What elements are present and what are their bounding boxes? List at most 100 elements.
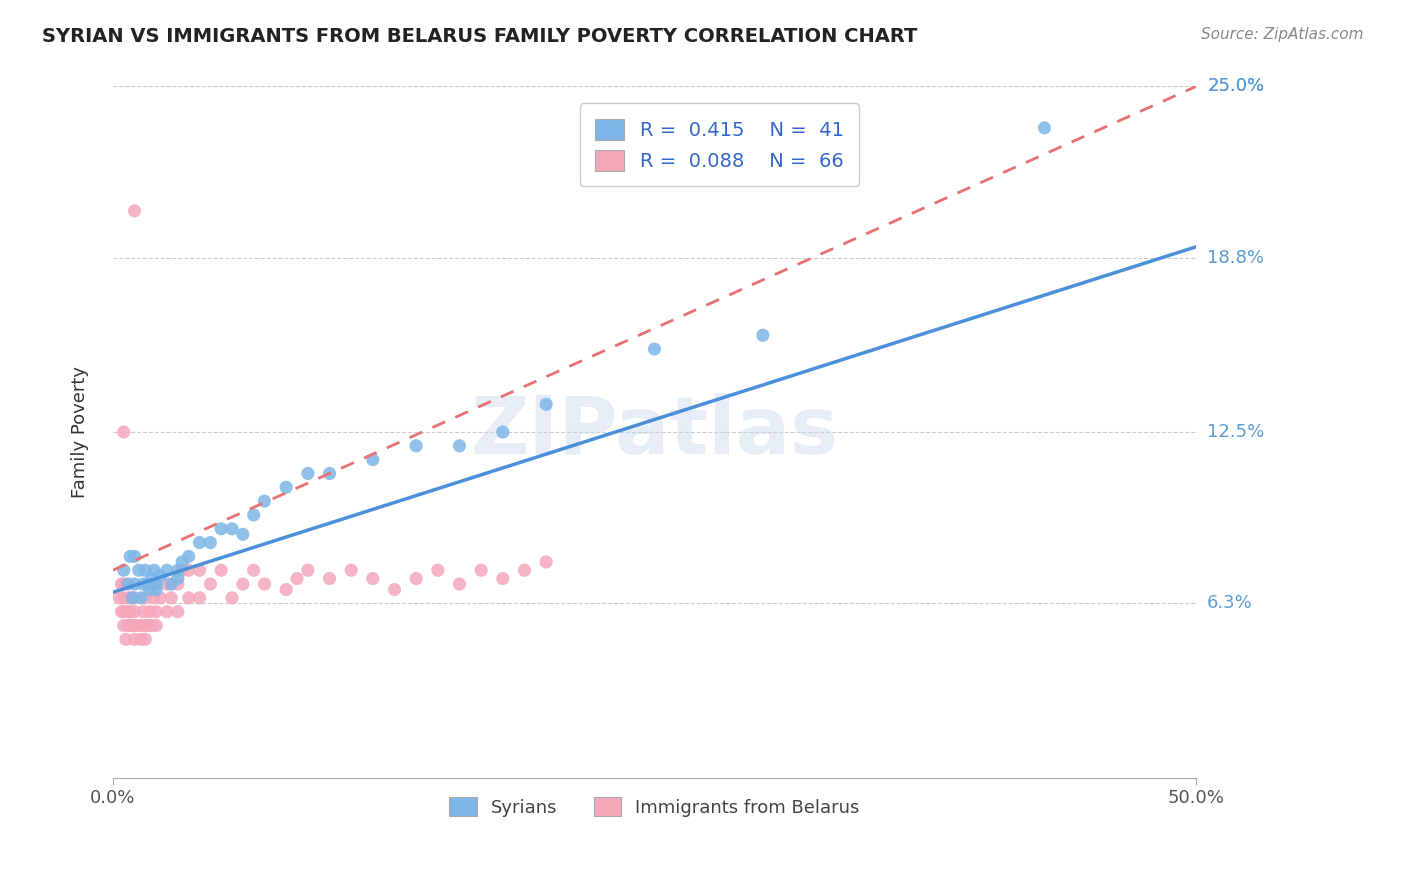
- Point: [492, 425, 515, 439]
- Point: [209, 563, 232, 577]
- Point: [209, 522, 232, 536]
- Point: [124, 605, 146, 619]
- Point: [340, 563, 363, 577]
- Point: [149, 591, 172, 605]
- Point: [108, 591, 131, 605]
- Text: Source: ZipAtlas.com: Source: ZipAtlas.com: [1201, 27, 1364, 42]
- Point: [160, 591, 183, 605]
- Point: [177, 549, 200, 564]
- Point: [297, 467, 319, 481]
- Point: [166, 577, 188, 591]
- Point: [145, 605, 167, 619]
- Point: [121, 591, 143, 605]
- Point: [117, 591, 139, 605]
- Text: 6.3%: 6.3%: [1208, 594, 1253, 613]
- Point: [361, 572, 384, 586]
- Point: [143, 591, 166, 605]
- Point: [121, 591, 143, 605]
- Point: [534, 397, 557, 411]
- Point: [285, 572, 308, 586]
- Point: [145, 577, 167, 591]
- Point: [112, 605, 135, 619]
- Point: [253, 494, 276, 508]
- Point: [297, 563, 319, 577]
- Point: [110, 577, 132, 591]
- Point: [177, 591, 200, 605]
- Text: 25.0%: 25.0%: [1208, 78, 1264, 95]
- Text: 25.0%: 25.0%: [1208, 78, 1264, 95]
- Point: [110, 605, 132, 619]
- Point: [405, 439, 427, 453]
- Point: [172, 555, 194, 569]
- Point: [138, 582, 160, 597]
- Point: [128, 563, 150, 577]
- Point: [112, 563, 135, 577]
- Point: [120, 549, 142, 564]
- Text: 12.5%: 12.5%: [1208, 423, 1264, 441]
- Point: [134, 591, 156, 605]
- Point: [112, 577, 135, 591]
- Point: [136, 618, 159, 632]
- Point: [117, 605, 139, 619]
- Point: [120, 605, 142, 619]
- Point: [132, 577, 155, 591]
- Point: [643, 342, 665, 356]
- Point: [449, 439, 471, 453]
- Point: [242, 563, 264, 577]
- Point: [221, 522, 243, 536]
- Point: [124, 591, 146, 605]
- Point: [124, 618, 146, 632]
- Point: [318, 467, 340, 481]
- Point: [253, 577, 276, 591]
- Point: [138, 605, 160, 619]
- Point: [221, 591, 243, 605]
- Point: [121, 618, 143, 632]
- Point: [143, 563, 166, 577]
- Point: [145, 618, 167, 632]
- Point: [177, 563, 200, 577]
- Point: [470, 563, 492, 577]
- Point: [120, 618, 142, 632]
- Point: [132, 605, 155, 619]
- Legend: Syrians, Immigrants from Belarus: Syrians, Immigrants from Belarus: [443, 790, 866, 824]
- Point: [492, 572, 515, 586]
- Point: [112, 425, 135, 439]
- Text: 18.8%: 18.8%: [1208, 249, 1264, 267]
- Point: [188, 563, 211, 577]
- Point: [384, 582, 406, 597]
- Point: [232, 577, 254, 591]
- Point: [156, 563, 179, 577]
- Point: [242, 508, 264, 522]
- Point: [188, 591, 211, 605]
- Point: [426, 563, 449, 577]
- Point: [166, 563, 188, 577]
- Point: [188, 535, 211, 549]
- Point: [117, 618, 139, 632]
- Point: [124, 203, 146, 218]
- Point: [1033, 120, 1056, 135]
- Point: [136, 577, 159, 591]
- Point: [166, 605, 188, 619]
- Point: [134, 563, 156, 577]
- Point: [276, 480, 298, 494]
- Point: [112, 591, 135, 605]
- Point: [200, 535, 222, 549]
- Point: [361, 452, 384, 467]
- Point: [145, 577, 167, 591]
- Point: [129, 591, 152, 605]
- Point: [156, 605, 179, 619]
- Point: [112, 618, 135, 632]
- Point: [124, 549, 146, 564]
- Text: SYRIAN VS IMMIGRANTS FROM BELARUS FAMILY POVERTY CORRELATION CHART: SYRIAN VS IMMIGRANTS FROM BELARUS FAMILY…: [42, 27, 918, 45]
- Point: [160, 577, 183, 591]
- Point: [156, 577, 179, 591]
- Point: [232, 527, 254, 541]
- Point: [145, 582, 167, 597]
- Point: [166, 572, 188, 586]
- Point: [115, 632, 138, 647]
- Point: [752, 328, 775, 343]
- Point: [124, 577, 146, 591]
- Point: [149, 568, 172, 582]
- Point: [129, 618, 152, 632]
- Point: [405, 572, 427, 586]
